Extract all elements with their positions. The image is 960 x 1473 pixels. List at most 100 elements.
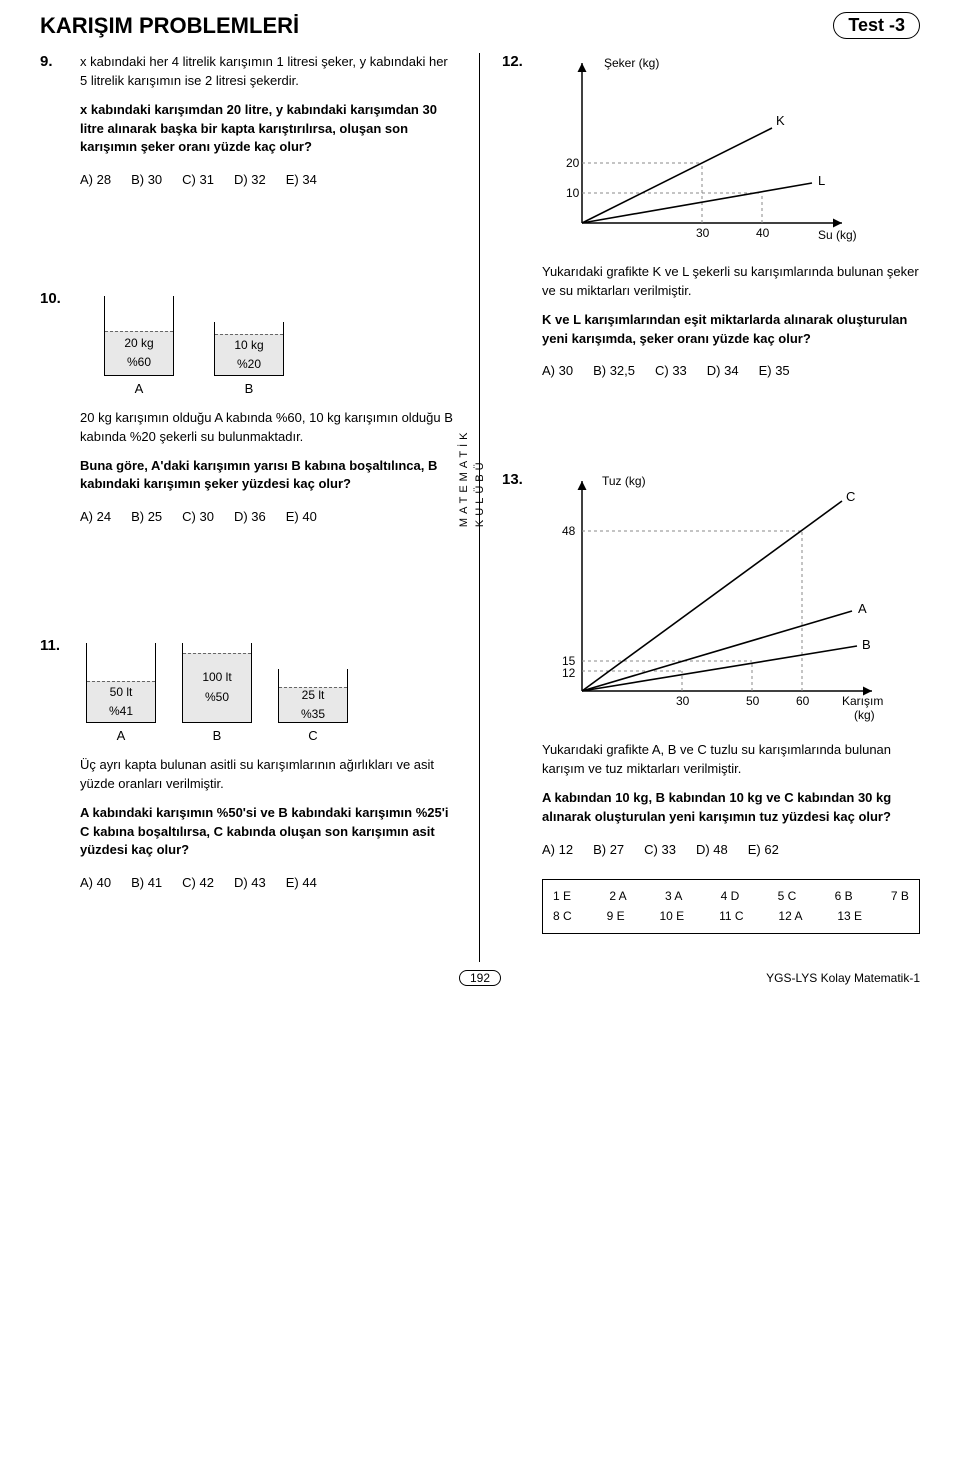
q12-p2: K ve L karışımlarından eşit miktarlarda … <box>542 311 920 349</box>
beaker-c-vol: 25 lt <box>302 687 325 704</box>
x-tick: 60 <box>796 694 810 708</box>
beaker-b-pct: %20 <box>237 356 261 373</box>
question-10: 10. 20 kg %60 A <box>40 290 457 527</box>
beaker-a-label: A <box>104 380 174 399</box>
x-axis-label: Karışım <box>842 694 883 708</box>
choice: A) 28 <box>80 171 111 190</box>
page-title: KARIŞIM PROBLEMLERİ <box>40 13 299 39</box>
beaker-b-pct: %50 <box>205 689 229 706</box>
q11-p1: Üç ayrı kapta bulunan asitli su karışıml… <box>80 756 457 794</box>
ans: 3 A <box>665 888 682 905</box>
ans: 9 E <box>607 908 625 925</box>
beaker-b-label: B <box>214 380 284 399</box>
ans: 7 B <box>891 888 909 905</box>
answer-row: 8 C 9 E 10 E 11 C 12 A 13 E — <box>553 908 909 925</box>
q12-number: 12. <box>502 53 528 381</box>
beaker-a-top: 20 kg <box>124 335 153 352</box>
q10-p1: 20 kg karışımın olduğu A kabında %60, 10… <box>80 409 457 447</box>
q12-chart: Şeker (kg) Su (kg) 20 10 30 40 K L <box>542 53 920 253</box>
q9-body: x kabındaki her 4 litrelik karışımın 1 l… <box>80 53 457 190</box>
choice: B) 27 <box>593 841 624 860</box>
choice: E) 34 <box>286 171 317 190</box>
ans: 12 A <box>778 908 802 925</box>
q10-choices: A) 24 B) 25 C) 30 D) 36 E) 40 <box>80 508 457 527</box>
q12-p1: Yukarıdaki grafikte K ve L şekerli su ka… <box>542 263 920 301</box>
q12-choices: A) 30 B) 32,5 C) 33 D) 34 E) 35 <box>542 362 920 381</box>
page-footer: 192 YGS-LYS Kolay Matematik-1 <box>40 970 920 986</box>
footer-text: YGS-LYS Kolay Matematik-1 <box>720 971 920 985</box>
choice: D) 43 <box>234 874 266 893</box>
choice: C) 33 <box>655 362 687 381</box>
beaker-c: 25 lt %35 C <box>278 669 348 746</box>
series-label: L <box>818 173 825 188</box>
y-tick: 20 <box>566 156 580 170</box>
series-label: K <box>776 113 785 128</box>
choice: C) 42 <box>182 874 214 893</box>
q13-choices: A) 12 B) 27 C) 33 D) 48 E) 62 <box>542 841 920 860</box>
choice: B) 32,5 <box>593 362 635 381</box>
question-11: 11. 50 lt %41 A <box>40 637 457 893</box>
q12-body: Şeker (kg) Su (kg) 20 10 30 40 K L Yukar… <box>542 53 920 381</box>
beaker-a-vol: 50 lt <box>110 684 133 701</box>
choice: E) 62 <box>748 841 779 860</box>
choice: A) 30 <box>542 362 573 381</box>
ans: 2 A <box>609 888 626 905</box>
question-12: 12. <box>502 53 920 381</box>
choice: B) 25 <box>131 508 162 527</box>
x-tick: 30 <box>676 694 690 708</box>
y-tick: 12 <box>562 666 576 680</box>
choice: C) 31 <box>182 171 214 190</box>
choice: D) 32 <box>234 171 266 190</box>
x-tick: 50 <box>746 694 760 708</box>
q11-p2: A kabındaki karışımın %50'si ve B kabınd… <box>80 804 457 861</box>
beaker-b-top: 10 kg <box>234 337 263 354</box>
beaker-a-pct: %60 <box>127 354 151 371</box>
ans: 1 E <box>553 888 571 905</box>
question-9: 9. x kabındaki her 4 litrelik karışımın … <box>40 53 457 190</box>
choice: E) 44 <box>286 874 317 893</box>
beaker-b-label: B <box>182 727 252 746</box>
ans: 4 D <box>721 888 740 905</box>
series-label: C <box>846 489 855 504</box>
x-axis-label: Su (kg) <box>818 228 857 242</box>
beaker-c-label: C <box>278 727 348 746</box>
choice: B) 41 <box>131 874 162 893</box>
beaker-b: 100 lt %50 B <box>182 643 252 746</box>
ans: 5 C <box>778 888 797 905</box>
q9-choices: A) 28 B) 30 C) 31 D) 32 E) 34 <box>80 171 457 190</box>
left-column: 9. x kabındaki her 4 litrelik karışımın … <box>40 53 480 962</box>
answer-row: 1 E 2 A 3 A 4 D 5 C 6 B 7 B <box>553 888 909 905</box>
columns: 9. x kabındaki her 4 litrelik karışımın … <box>40 53 920 962</box>
q11-choices: A) 40 B) 41 C) 42 D) 43 E) 44 <box>80 874 457 893</box>
q10-body: 20 kg %60 A 10 kg %20 <box>80 290 457 527</box>
x-tick: 40 <box>756 226 770 240</box>
ans: 8 C <box>553 908 572 925</box>
choice: D) 48 <box>696 841 728 860</box>
choice: E) 35 <box>759 362 790 381</box>
y-tick: 48 <box>562 524 576 538</box>
y-axis-label: Tuz (kg) <box>602 474 646 488</box>
choice: A) 12 <box>542 841 573 860</box>
choice: D) 34 <box>707 362 739 381</box>
y-tick: 10 <box>566 186 580 200</box>
beaker-b-vol: 100 lt <box>202 669 231 686</box>
choice: C) 33 <box>644 841 676 860</box>
q9-p2: x kabındaki karışımdan 20 litre, y kabın… <box>80 101 457 158</box>
page-number: 192 <box>459 970 501 986</box>
ans: 13 E <box>837 908 862 925</box>
series-label: B <box>862 637 871 652</box>
club-label: MATEMATİK KULÜBÜ <box>457 370 489 527</box>
beaker-c-pct: %35 <box>301 706 325 723</box>
x-axis-unit: (kg) <box>854 708 875 722</box>
choice: C) 30 <box>182 508 214 527</box>
q9-number: 9. <box>40 53 66 190</box>
q9-p1: x kabındaki her 4 litrelik karışımın 1 l… <box>80 53 457 91</box>
q11-body: 50 lt %41 A 100 lt %50 <box>80 637 457 893</box>
right-column: 12. <box>480 53 920 962</box>
q10-number: 10. <box>40 290 66 527</box>
q13-chart: Tuz (kg) Karışım (kg) 48 15 12 30 50 60 … <box>542 471 920 731</box>
choice: B) 30 <box>131 171 162 190</box>
q13-p2: A kabından 10 kg, B kabından 10 kg ve C … <box>542 789 920 827</box>
q13-number: 13. <box>502 471 528 934</box>
ans: 10 E <box>659 908 684 925</box>
